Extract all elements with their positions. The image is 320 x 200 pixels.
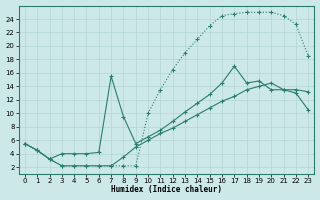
X-axis label: Humidex (Indice chaleur): Humidex (Indice chaleur) bbox=[111, 185, 222, 194]
